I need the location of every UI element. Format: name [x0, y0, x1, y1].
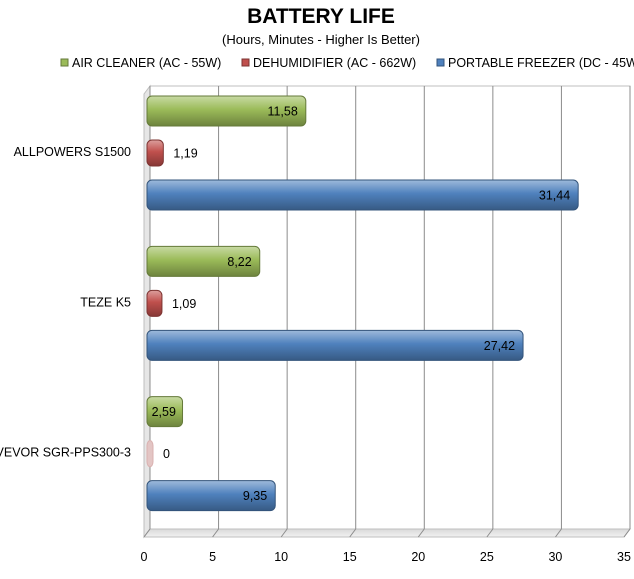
bar-teze-k5-portable-freezer-dc-45w — [146, 329, 524, 361]
x-tick-label: 15 — [343, 550, 357, 564]
legend-swatch-air-cleaner-ac-55w — [60, 58, 69, 67]
bar-allpowers-s1500-portable-freezer-dc-45w — [146, 179, 579, 211]
bar-allpowers-s1500-air-cleaner-ac-55w — [146, 95, 307, 127]
x-tick-label: 30 — [548, 550, 562, 564]
legend-label-dehumidifier-ac-662w: DEHUMIDIFIER (AC - 662W) — [253, 56, 416, 70]
data-label-teze-k5-air-cleaner-ac-55w: 8,22 — [227, 255, 251, 269]
chart-subtitle: (Hours, Minutes - Higher Is Better) — [222, 32, 420, 47]
grid-floor-line — [623, 528, 631, 538]
back-wall — [149, 85, 631, 530]
x-tick-label: 5 — [209, 550, 216, 564]
data-label-vevor-sgr-pps300-3-portable-freezer-dc-45w: 9,35 — [243, 489, 267, 503]
chart-title: BATTERY LIFE — [247, 5, 395, 28]
grid-floor-line — [143, 528, 151, 538]
bar-vevor-sgr-pps300-3-dehumidifier-ac-662w — [146, 440, 154, 468]
x-tick-label: 20 — [411, 550, 425, 564]
legend-swatch-dehumidifier-ac-662w — [241, 58, 250, 67]
grid-floor-line — [555, 528, 562, 538]
x-tick-label: 10 — [274, 550, 288, 564]
grid-floor-line — [417, 528, 425, 538]
grid-floor-line — [212, 528, 219, 538]
x-tick-label: 35 — [617, 550, 631, 564]
bar-teze-k5-air-cleaner-ac-55w — [146, 245, 261, 277]
category-label-vevor-sgr-pps300-3: VEVOR SGR-PPS300-3 — [0, 446, 131, 460]
grid-floor-line — [349, 528, 357, 538]
data-label-allpowers-s1500-portable-freezer-dc-45w: 31,44 — [539, 189, 570, 203]
legend-swatch-portable-freezer-dc-45w — [436, 58, 445, 67]
grid-floor-line — [280, 528, 288, 538]
legend: AIR CLEANER (AC - 55W) DEHUMIDIFIER (AC -… — [60, 56, 634, 70]
legend-label-air-cleaner-ac-55w: AIR CLEANER (AC - 55W) — [72, 56, 221, 70]
plot-area: 0 5 10 15 20 25 30 35 11,58 1,19 31,44 ALLPOWERS S1… — [0, 84, 631, 564]
x-tick-label: 0 — [141, 550, 148, 564]
legend-label-portable-freezer-dc-45w: PORTABLE FREEZER (DC - 45W) — [448, 56, 634, 70]
data-label-vevor-sgr-pps300-3-dehumidifier-ac-662w: 0 — [163, 447, 170, 461]
bar-teze-k5-dehumidifier-ac-662w — [146, 289, 163, 317]
bar-vevor-sgr-pps300-3-portable-freezer-dc-45w — [146, 480, 276, 512]
data-label-vevor-sgr-pps300-3-air-cleaner-ac-55w: 2,59 — [152, 405, 176, 419]
data-label-teze-k5-portable-freezer-dc-45w: 27,42 — [484, 339, 515, 353]
category-label-allpowers-s1500: ALLPOWERS S1500 — [14, 145, 131, 159]
bar-vevor-sgr-pps300-3-air-cleaner-ac-55w — [146, 396, 184, 428]
grid-floor-line — [486, 528, 494, 538]
bar-allpowers-s1500-dehumidifier-ac-662w — [146, 139, 164, 167]
data-label-allpowers-s1500-dehumidifier-ac-662w: 1,19 — [173, 147, 197, 161]
x-tick-label: 25 — [480, 550, 494, 564]
floor — [143, 528, 631, 538]
data-label-teze-k5-dehumidifier-ac-662w: 1,09 — [172, 297, 196, 311]
data-label-allpowers-s1500-air-cleaner-ac-55w: 11,58 — [267, 105, 297, 119]
category-label-teze-k5: TEZE K5 — [80, 295, 131, 309]
